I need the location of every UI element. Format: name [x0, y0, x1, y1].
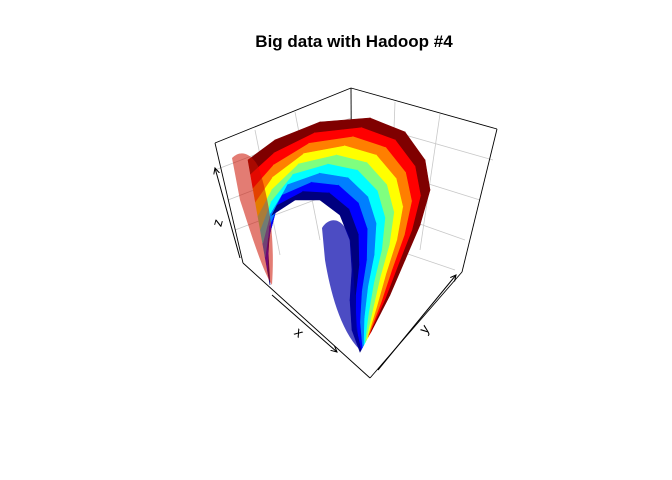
surface-inner-left — [232, 153, 273, 285]
z-axis-arrow — [215, 168, 241, 259]
surface-mesh — [232, 117, 431, 353]
chart-title: Big data with Hadoop #4 — [255, 32, 453, 51]
y-axis-arrow — [377, 275, 456, 371]
x-axis-arrow — [271, 294, 337, 352]
z-axis-label: z — [209, 217, 226, 228]
surface-inner-right — [322, 220, 360, 350]
surface-facet — [370, 294, 391, 333]
y-axis-label: y — [416, 321, 433, 336]
x-axis-label: x — [291, 324, 307, 341]
surface-facet — [358, 228, 369, 266]
